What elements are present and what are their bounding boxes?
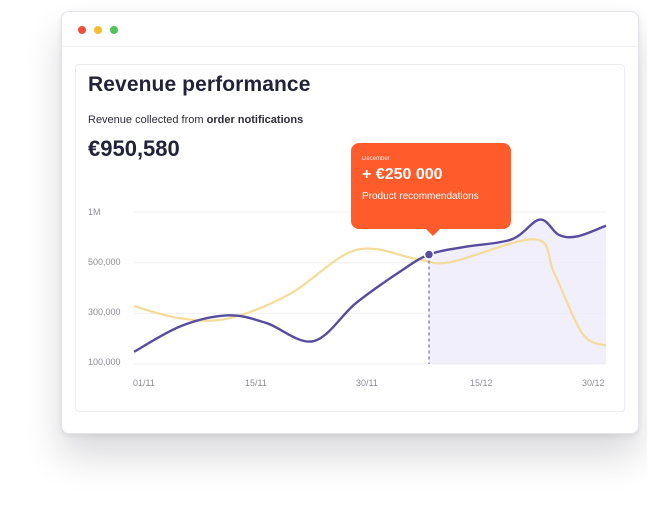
close-window-button[interactable] xyxy=(78,26,86,34)
x-tick-label: 15/12 xyxy=(470,378,493,388)
card-title: Revenue performance xyxy=(88,73,311,96)
highlight-point xyxy=(423,249,435,260)
revenue-line-chart xyxy=(133,211,607,365)
revenue-card: Revenue performance Revenue collected fr… xyxy=(75,64,625,412)
app-window: Revenue performance Revenue collected fr… xyxy=(61,11,639,434)
x-tick-label: 30/12 xyxy=(582,378,605,388)
y-tick-label: 100,000 xyxy=(88,357,121,367)
maximize-window-button[interactable] xyxy=(110,26,118,34)
window-titlebar xyxy=(62,12,638,47)
revenue-subtitle: Revenue collected from order notificatio… xyxy=(88,114,303,126)
x-tick-label: 30/11 xyxy=(356,378,378,388)
tooltip-month: December xyxy=(362,156,390,162)
total-revenue-value: €950,580 xyxy=(88,136,180,161)
y-tick-label: 1M xyxy=(88,207,101,217)
x-tick-label: 15/11 xyxy=(245,378,267,388)
x-tick-label: 01/11 xyxy=(133,378,155,388)
y-tick-label: 500,000 xyxy=(88,257,121,267)
minimize-window-button[interactable] xyxy=(94,26,102,34)
chart-tooltip: December + €250 000 Product recommendati… xyxy=(351,143,511,236)
subtitle-prefix: Revenue collected from xyxy=(88,114,207,126)
tooltip-value: + €250 000 xyxy=(362,166,443,183)
y-tick-label: 300,000 xyxy=(88,307,121,317)
primary-series-line xyxy=(133,218,607,353)
subtitle-source: order notifications xyxy=(206,114,304,126)
secondary-series-line xyxy=(133,238,607,347)
tooltip-description: Product recommendations xyxy=(362,191,479,202)
